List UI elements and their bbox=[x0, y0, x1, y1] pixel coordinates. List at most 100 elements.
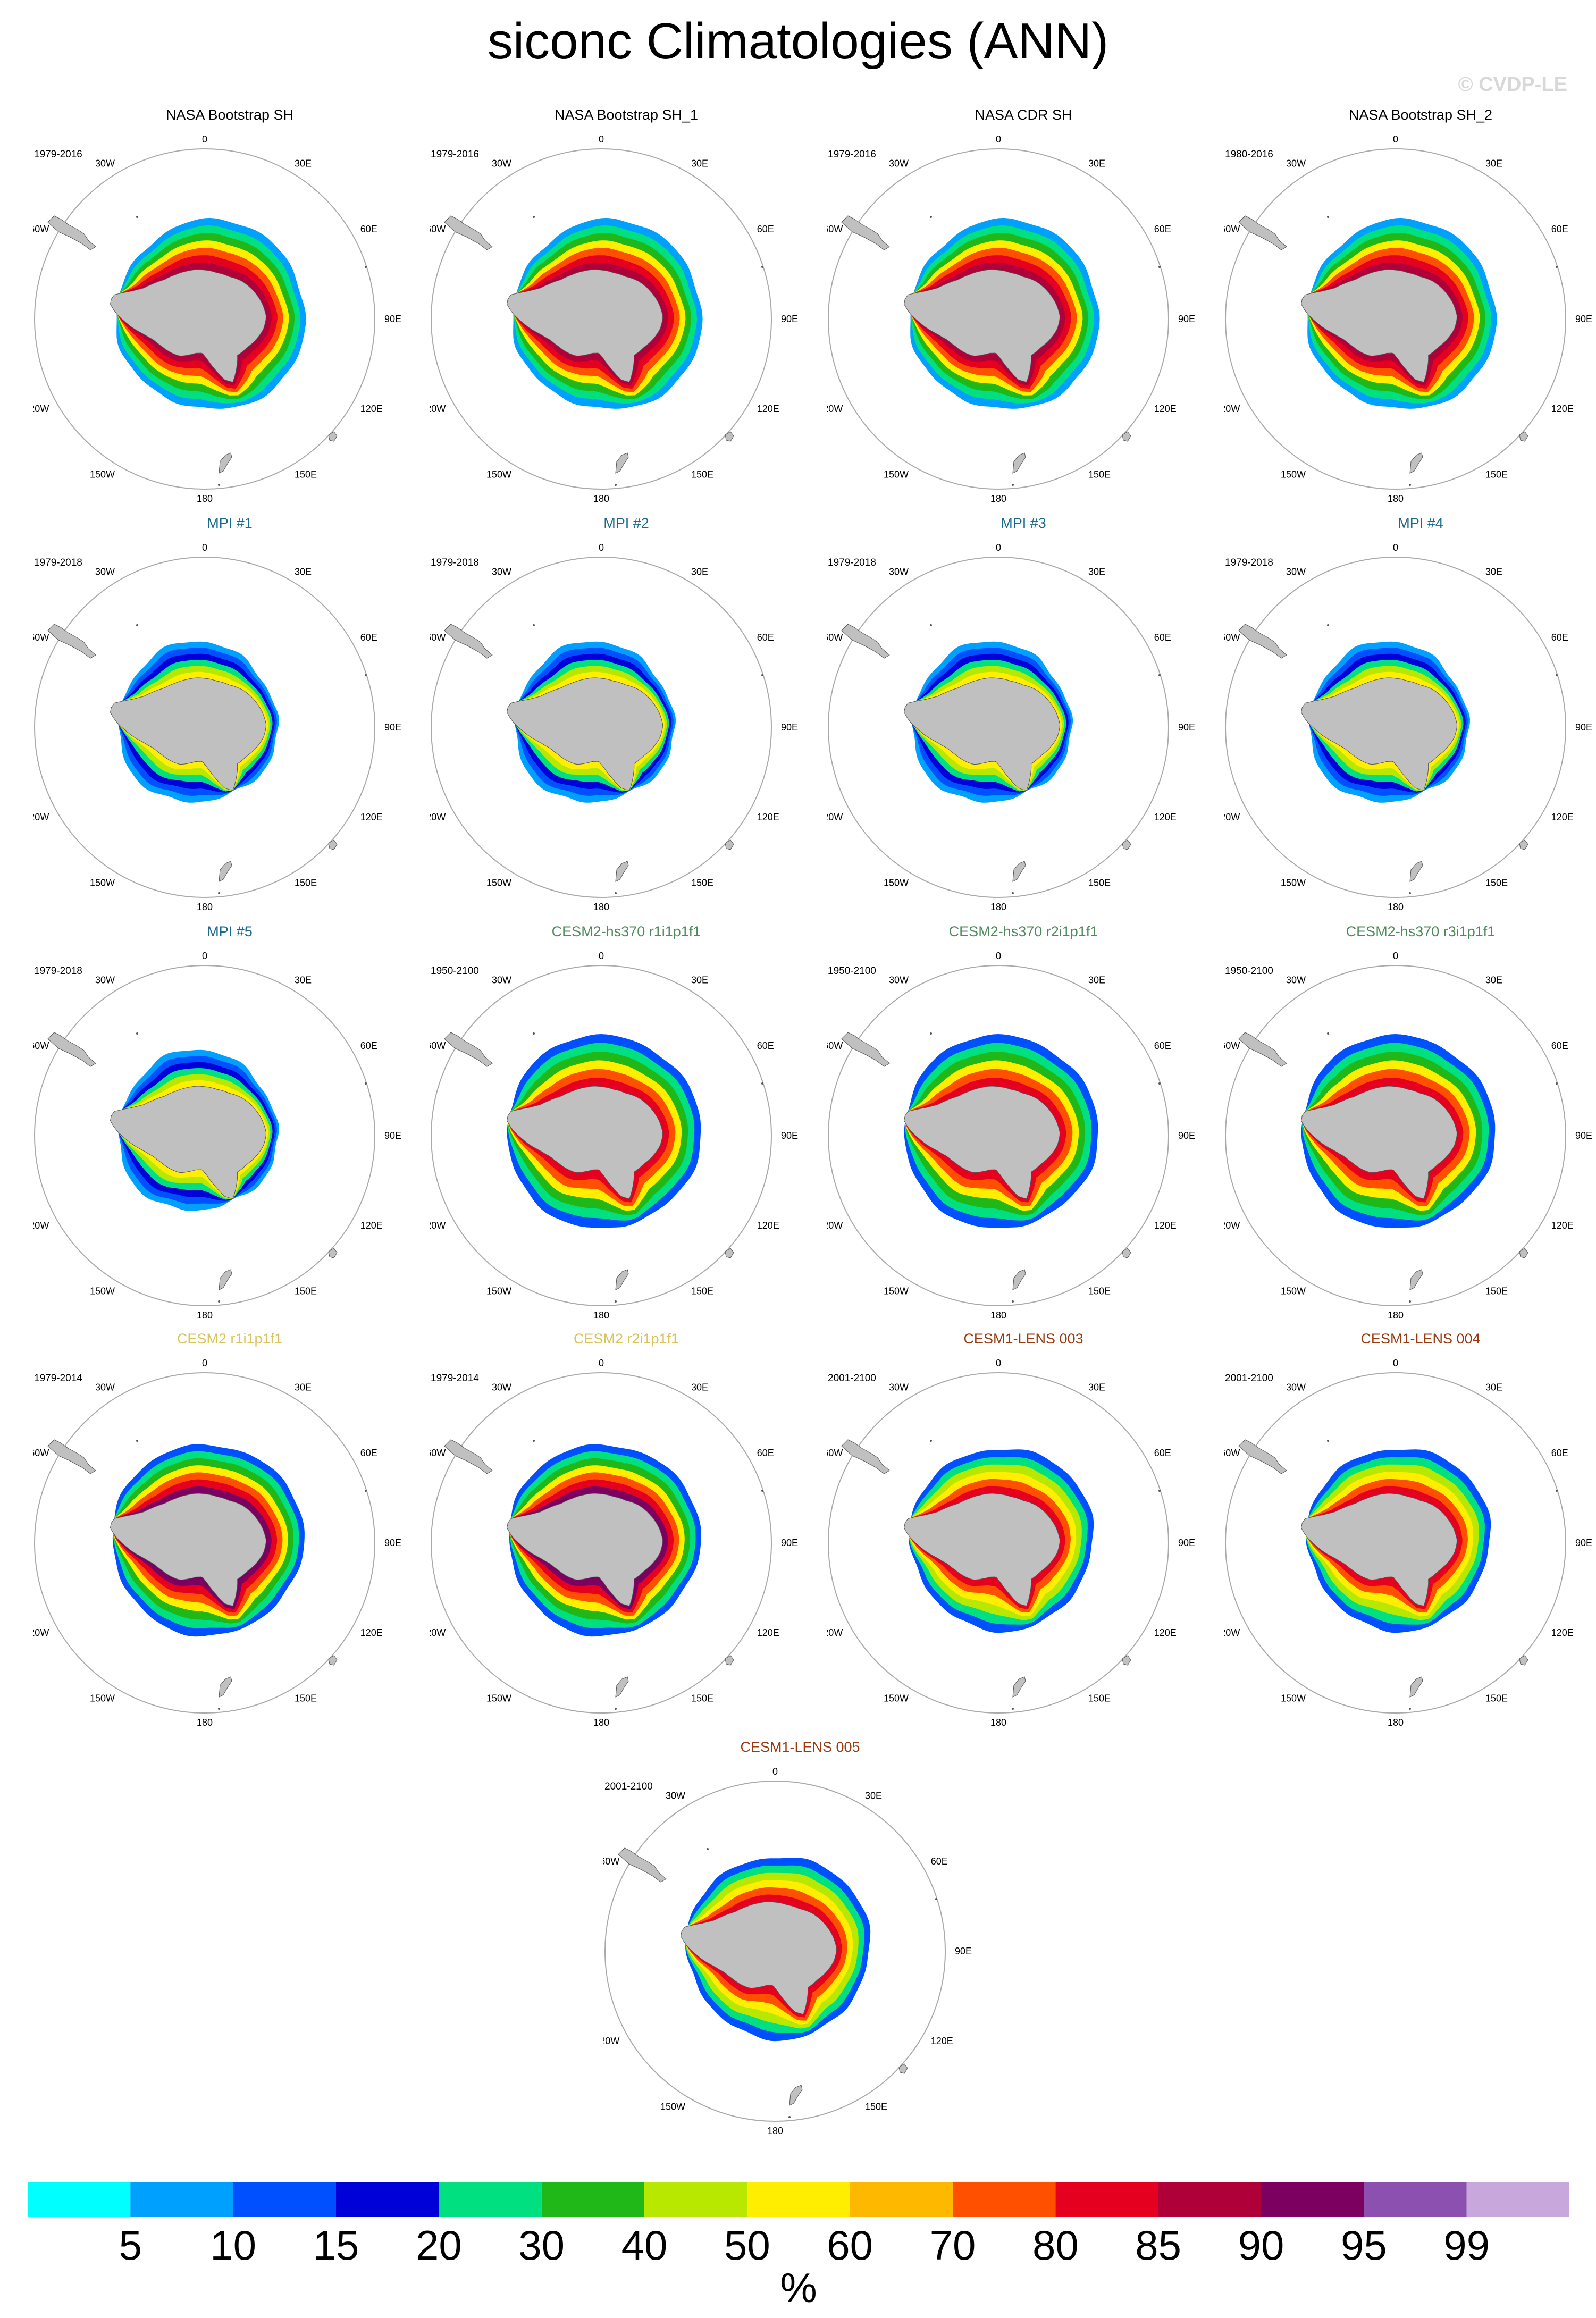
colorbar-tick-label: 40 bbox=[621, 2222, 668, 2269]
map-boundary-circle bbox=[431, 1372, 772, 1714]
longitude-label: 120E bbox=[757, 812, 779, 822]
longitude-label: 90E bbox=[1575, 1130, 1592, 1141]
panel-period: 1950-2100 bbox=[1225, 965, 1273, 977]
panel-title: MPI #1 bbox=[207, 515, 253, 531]
south-america-landmass bbox=[841, 624, 890, 659]
south-america-landmass bbox=[841, 1032, 890, 1067]
island-marker bbox=[1327, 624, 1329, 626]
island-marker bbox=[136, 1440, 138, 1442]
map-panel: 030E60E90E120E150E180150W120W90W60W30WCE… bbox=[1224, 923, 1596, 1322]
map-boundary-circle bbox=[431, 965, 772, 1306]
colorbar-swatch bbox=[1261, 2182, 1364, 2217]
polar-map: 030E60E90E120E150E180150W120W90W60W30W bbox=[827, 1358, 1195, 1728]
antarctica-landmass bbox=[903, 1086, 1061, 1199]
island-marker bbox=[615, 1300, 617, 1303]
panel-period: 2001-2100 bbox=[604, 1781, 653, 1792]
polar-map: 030E60E90E120E150E180150W120W90W60W30W bbox=[33, 134, 401, 504]
map-boundary-circle bbox=[34, 148, 375, 490]
panel-title: NASA CDR SH bbox=[975, 107, 1072, 123]
south-america-landmass bbox=[1238, 1439, 1287, 1474]
antarctica-landmass bbox=[1300, 269, 1458, 383]
island-marker bbox=[615, 892, 617, 894]
longitude-label: 120W bbox=[33, 1627, 49, 1638]
map-boundary-circle bbox=[34, 557, 375, 898]
longitude-label: 90E bbox=[384, 314, 401, 324]
longitude-label: 150W bbox=[884, 1693, 909, 1704]
longitude-label: 60W bbox=[430, 1040, 446, 1051]
new-zealand-landmass bbox=[615, 1676, 629, 1698]
panel-period: 1979-2016 bbox=[34, 149, 82, 160]
map-panel: 030E60E90E120E150E180150W120W90W60W30WCE… bbox=[603, 1739, 997, 2137]
longitude-label: 60E bbox=[1551, 1040, 1568, 1051]
antarctica-landmass bbox=[1300, 677, 1458, 791]
longitude-label: 60W bbox=[430, 632, 446, 643]
antarctica-landmass bbox=[1300, 1493, 1458, 1607]
longitude-label: 0 bbox=[202, 1358, 207, 1368]
antarctica-landmass bbox=[506, 1086, 663, 1199]
longitude-label: 0 bbox=[1393, 542, 1398, 553]
longitude-label: 90E bbox=[384, 722, 401, 733]
longitude-label: 150E bbox=[691, 1286, 713, 1297]
map-panel: 030E60E90E120E150E180150W120W90W60W30WNA… bbox=[1224, 106, 1596, 505]
longitude-label: 120W bbox=[33, 404, 49, 414]
tasmania-landmass bbox=[328, 839, 338, 850]
longitude-label: 60E bbox=[757, 632, 774, 643]
south-america-landmass bbox=[1238, 215, 1287, 250]
longitude-label: 60W bbox=[1224, 224, 1240, 234]
longitude-label: 180 bbox=[197, 902, 213, 912]
longitude-label: 150W bbox=[486, 1286, 511, 1297]
island-marker bbox=[1409, 1708, 1411, 1710]
colorbar-tick-label: 15 bbox=[313, 2222, 359, 2269]
longitude-label: 180 bbox=[990, 1717, 1006, 1728]
island-marker bbox=[533, 1440, 535, 1442]
island-marker bbox=[1556, 266, 1558, 268]
island-marker bbox=[365, 1082, 367, 1085]
south-america-landmass bbox=[47, 215, 96, 250]
longitude-label: 120E bbox=[1154, 404, 1177, 414]
longitude-label: 150W bbox=[884, 878, 909, 888]
longitude-label: 30W bbox=[1286, 158, 1306, 169]
map-boundary-circle bbox=[34, 1372, 375, 1714]
polar-map: 030E60E90E120E150E180150W120W90W60W30W bbox=[827, 951, 1195, 1321]
antarctica-landmass bbox=[110, 677, 267, 791]
map-panel: 030E60E90E120E150E180150W120W90W60W30WCE… bbox=[827, 1330, 1220, 1729]
longitude-label: 30E bbox=[865, 1790, 882, 1801]
new-zealand-landmass bbox=[1409, 861, 1423, 882]
island-marker bbox=[935, 1898, 937, 1900]
longitude-label: 60W bbox=[827, 224, 843, 234]
map-panel: 030E60E90E120E150E180150W120W90W60W30WMP… bbox=[827, 515, 1220, 913]
longitude-label: 150W bbox=[90, 1286, 115, 1297]
island-marker bbox=[365, 674, 367, 676]
longitude-label: 120W bbox=[827, 1627, 843, 1638]
longitude-label: 150E bbox=[295, 469, 317, 480]
map-boundary-circle bbox=[1225, 557, 1566, 898]
antarctica-landmass bbox=[903, 1493, 1061, 1607]
polar-map: 030E60E90E120E150E180150W120W90W60W30W bbox=[33, 1358, 401, 1728]
island-marker bbox=[930, 1032, 932, 1035]
longitude-label: 60W bbox=[827, 1448, 843, 1458]
longitude-label: 150W bbox=[486, 878, 511, 888]
longitude-label: 60E bbox=[757, 1448, 774, 1458]
panel-period: 1950-2100 bbox=[431, 965, 479, 977]
longitude-label: 150W bbox=[1281, 1286, 1306, 1297]
polar-map: 030E60E90E120E150E180150W120W90W60W30W bbox=[603, 1766, 972, 2136]
longitude-label: 30E bbox=[295, 1382, 312, 1392]
antarctica-landmass bbox=[506, 269, 663, 383]
panel-period: 1979-2018 bbox=[1225, 557, 1273, 568]
longitude-label: 30E bbox=[1485, 975, 1502, 985]
longitude-label: 150E bbox=[295, 878, 317, 888]
south-america-landmass bbox=[841, 1439, 890, 1474]
colorbar-tick-label: 10 bbox=[210, 2222, 257, 2269]
tasmania-landmass bbox=[1122, 1655, 1131, 1666]
panel-title: MPI #3 bbox=[1001, 515, 1046, 531]
island-marker bbox=[1409, 1300, 1411, 1303]
longitude-label: 0 bbox=[996, 134, 1001, 145]
south-america-landmass bbox=[444, 1439, 493, 1474]
longitude-label: 60W bbox=[827, 632, 843, 643]
island-marker bbox=[1012, 892, 1014, 894]
longitude-label: 120E bbox=[1551, 1627, 1574, 1638]
longitude-label: 30E bbox=[691, 566, 708, 577]
longitude-label: 150W bbox=[90, 878, 115, 888]
tasmania-landmass bbox=[1519, 1655, 1528, 1666]
panel-title: CESM2 r2i1p1f1 bbox=[573, 1331, 679, 1347]
